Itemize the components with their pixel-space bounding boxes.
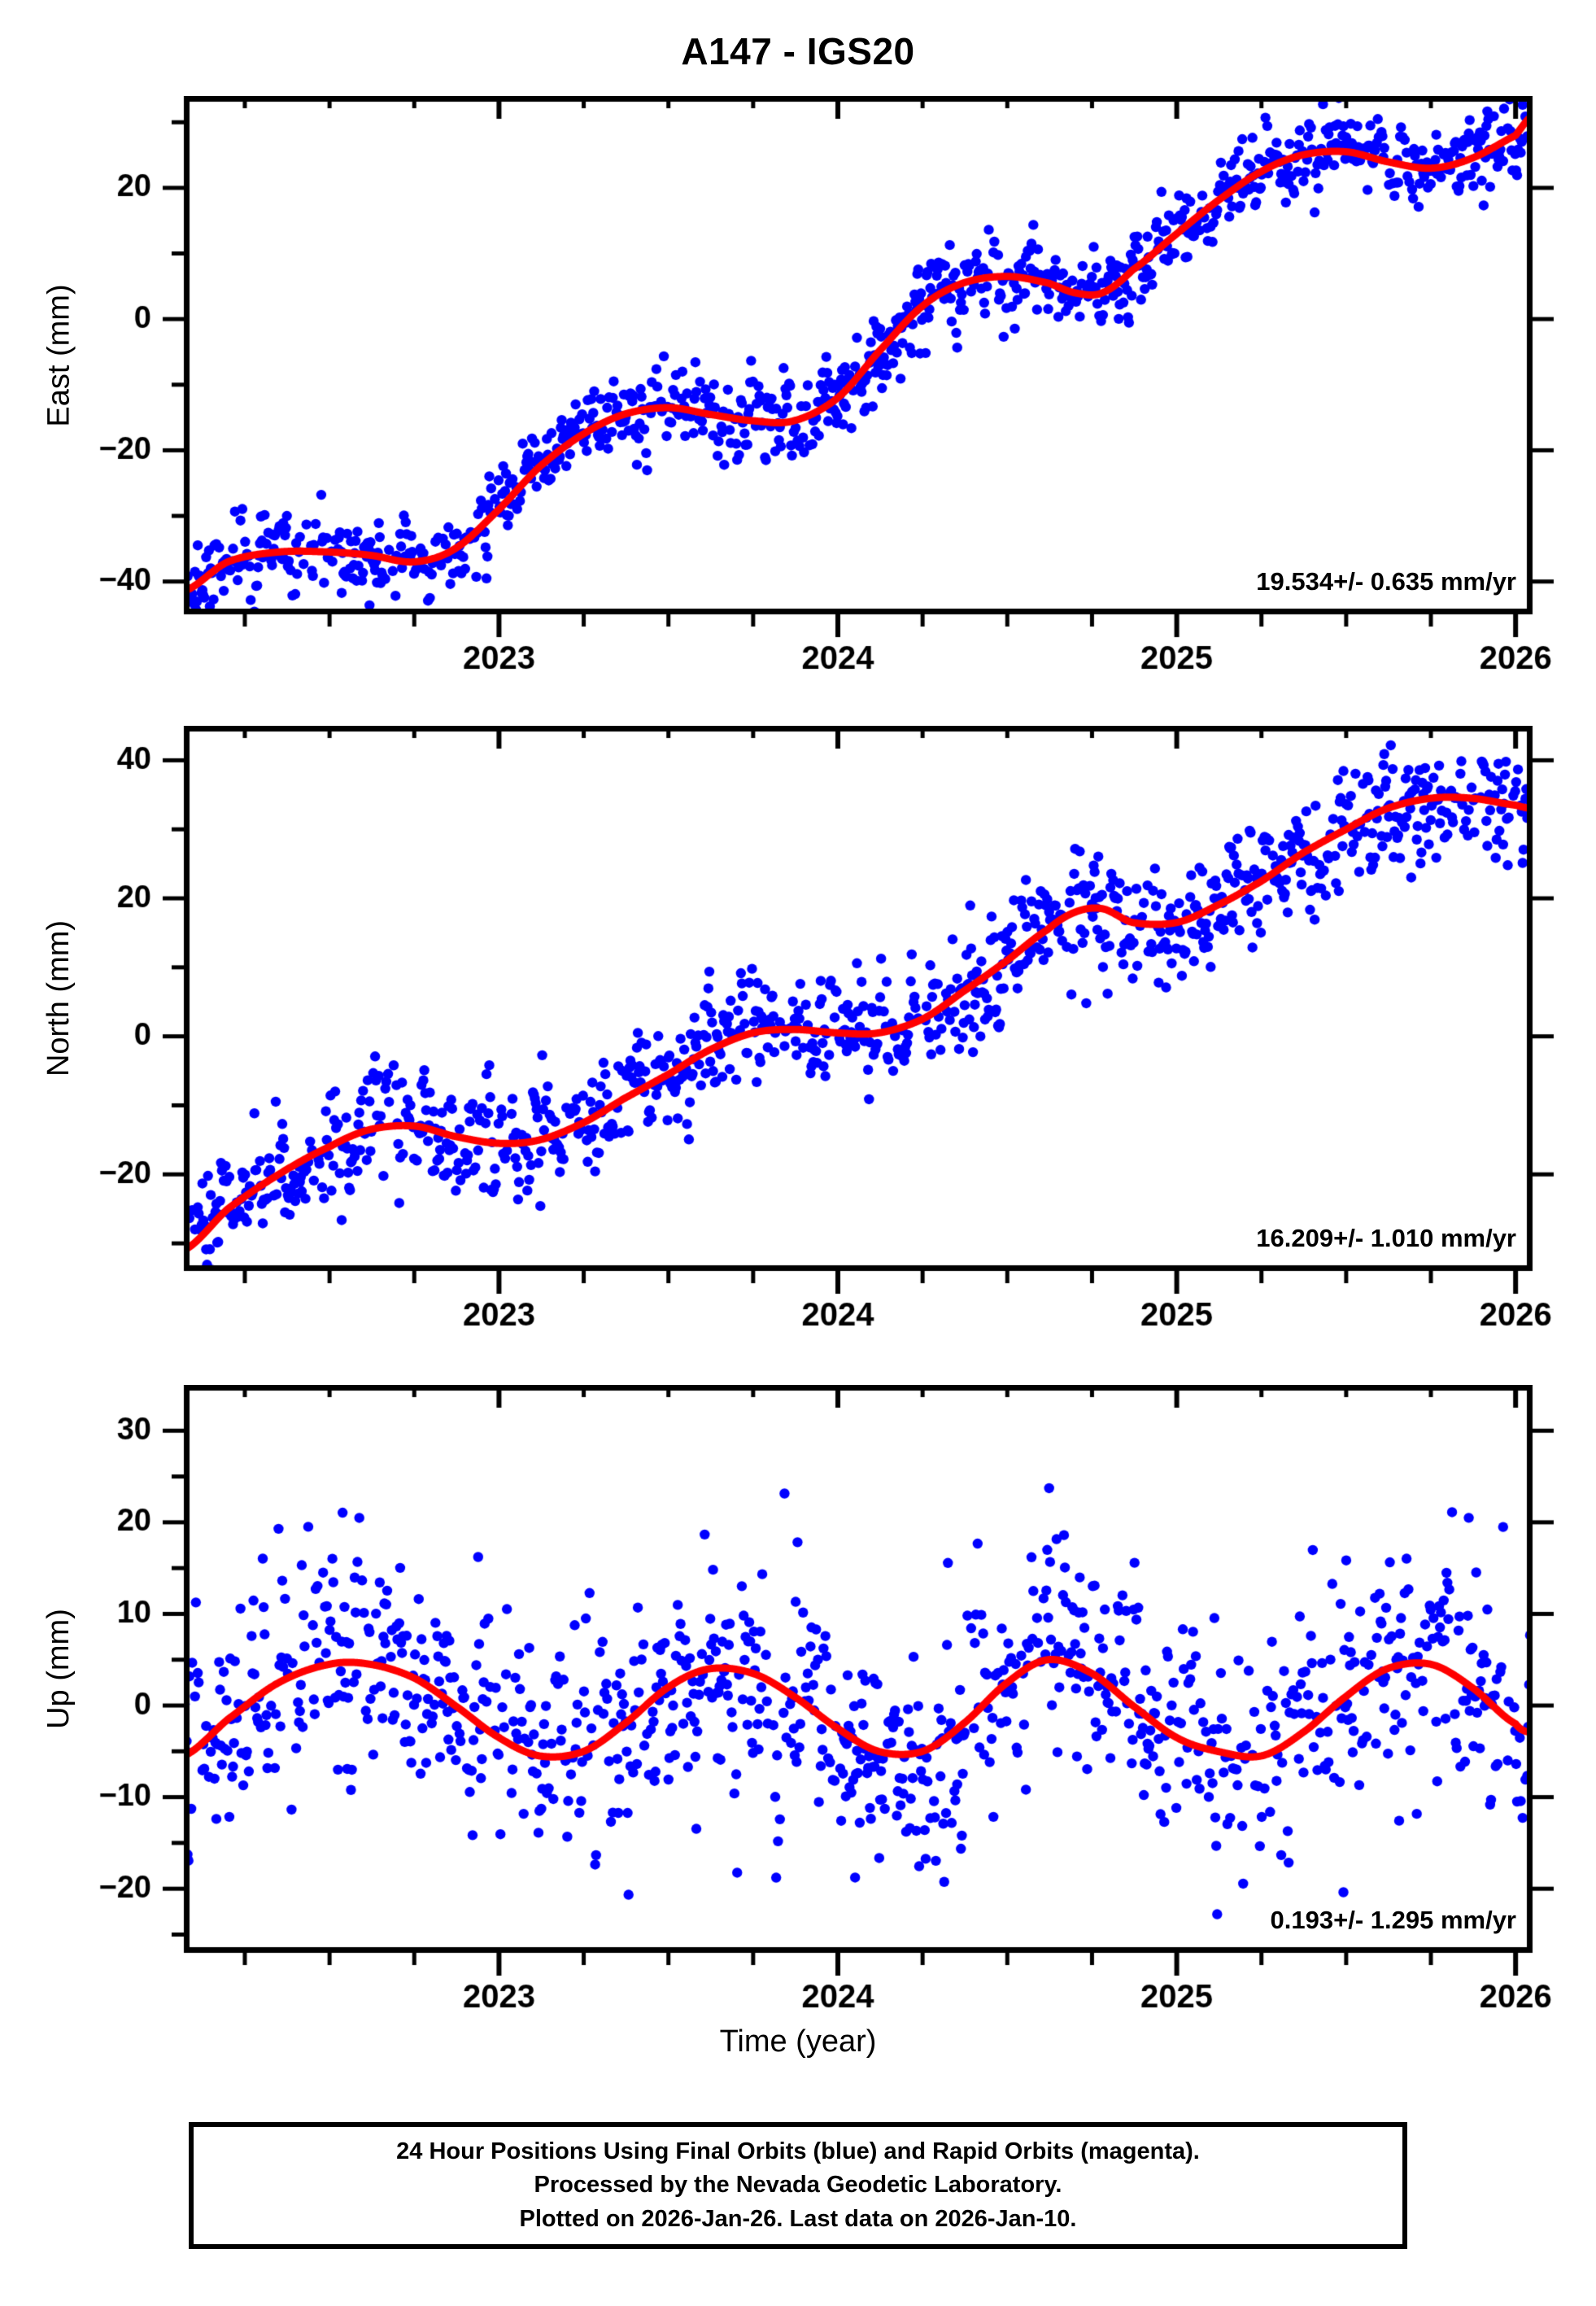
- x-axis-label: Time (year): [719, 2024, 877, 2059]
- up-plot-canvas: [0, 1385, 1596, 2042]
- up-rate-annotation: 0.193+/- 1.295 mm/yr: [1270, 1906, 1516, 1934]
- north-rate-annotation: 16.209+/- 1.010 mm/yr: [1256, 1224, 1516, 1252]
- caption-line-3: Plotted on 2026-Jan-26. Last data on 202…: [519, 2205, 1077, 2232]
- panel-up: [0, 1385, 1596, 2042]
- east-plot-canvas: [0, 96, 1596, 704]
- north-y-axis-label: North (mm): [41, 919, 76, 1077]
- up-y-axis-label: Up (mm): [41, 1609, 76, 1729]
- north-plot-canvas: [0, 726, 1596, 1360]
- caption-line-1: 24 Hour Positions Using Final Orbits (bl…: [396, 2138, 1200, 2165]
- panel-east: [0, 96, 1596, 704]
- east-y-axis-label: East (mm): [41, 283, 76, 427]
- panel-north: [0, 726, 1596, 1360]
- caption-line-2: Processed by the Nevada Geodetic Laborat…: [534, 2172, 1062, 2199]
- page-title: A147 - IGS20: [681, 30, 915, 72]
- east-rate-annotation: 19.534+/- 0.635 mm/yr: [1256, 567, 1516, 596]
- caption-box: 24 Hour Positions Using Final Orbits (bl…: [189, 2122, 1407, 2249]
